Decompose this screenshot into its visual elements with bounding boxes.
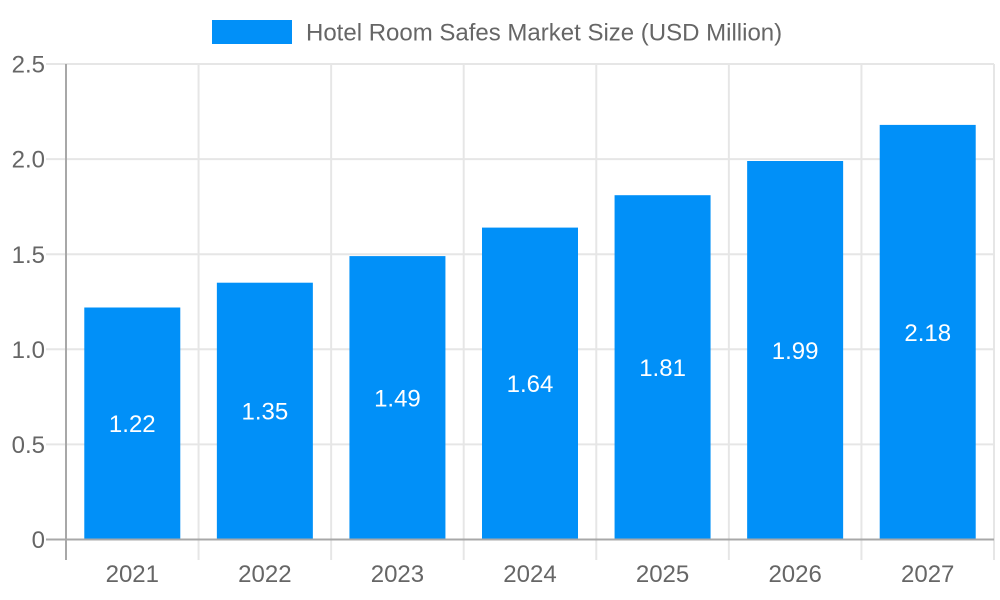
svg-text:2021: 2021 <box>106 561 159 588</box>
svg-text:2025: 2025 <box>636 561 689 588</box>
svg-text:1.49: 1.49 <box>374 385 421 412</box>
svg-text:1.22: 1.22 <box>109 411 156 438</box>
svg-text:2.18: 2.18 <box>904 320 951 347</box>
svg-text:1.0: 1.0 <box>12 337 45 364</box>
svg-text:0.5: 0.5 <box>12 432 45 459</box>
svg-text:1.64: 1.64 <box>507 371 554 398</box>
svg-text:1.35: 1.35 <box>242 399 289 426</box>
svg-text:Hotel Room Safes Market Size (: Hotel Room Safes Market Size (USD Millio… <box>306 20 782 47</box>
svg-text:1.81: 1.81 <box>639 355 686 382</box>
svg-text:0: 0 <box>32 527 45 554</box>
svg-text:2.0: 2.0 <box>12 147 45 174</box>
svg-text:2023: 2023 <box>371 561 424 588</box>
svg-text:2026: 2026 <box>768 561 821 588</box>
svg-text:2.5: 2.5 <box>12 52 45 79</box>
svg-text:2022: 2022 <box>238 561 291 588</box>
svg-text:2024: 2024 <box>503 561 556 588</box>
svg-text:1.5: 1.5 <box>12 242 45 269</box>
svg-text:2027: 2027 <box>901 561 954 588</box>
svg-text:1.99: 1.99 <box>772 338 819 365</box>
